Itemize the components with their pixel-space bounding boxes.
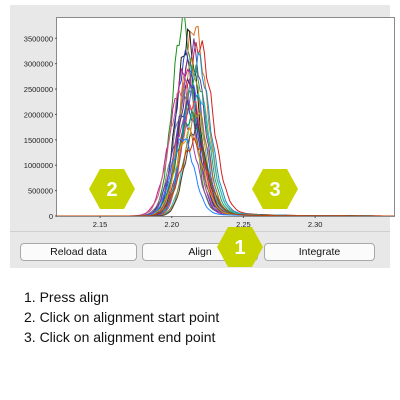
y-tick-label: 3500000 (24, 34, 53, 43)
callout-1: 1 (217, 227, 263, 267)
callout-2: 2 (89, 169, 135, 209)
x-tick-label: 2.15 (93, 220, 108, 229)
x-tick-label: 2.30 (308, 220, 323, 229)
series-line (57, 135, 394, 216)
plot-panel (10, 5, 395, 268)
y-tick-label: 3000000 (24, 60, 53, 69)
y-tick-label: 2000000 (24, 110, 53, 119)
callout-1-hexagon (217, 227, 263, 267)
chromatogram-chart[interactable] (57, 18, 394, 216)
axis-labels: 0 500000 1000000 1500000 2000000 2500000 30000… (24, 34, 323, 229)
x-tick-label: 2.25 (236, 220, 251, 229)
reload-data-button[interactable]: Reload data (20, 243, 137, 261)
y-tick-label: 0 (49, 212, 53, 221)
callout-1-number: 1 (234, 237, 245, 259)
callout-3-hexagon (252, 169, 298, 209)
y-tick-label: 1500000 (24, 136, 53, 145)
instruction-3: 3. Click on alignment end point (24, 329, 216, 345)
integrate-button[interactable]: Integrate (264, 243, 375, 261)
y-tick-label: 500000 (28, 187, 53, 196)
callout-2-hexagon (89, 169, 135, 209)
instruction-1: 1. Press align (24, 289, 109, 305)
x-tick-label: 2.20 (164, 220, 179, 229)
callout-3: 3 (252, 169, 298, 209)
callout-2-number: 2 (106, 179, 117, 201)
callout-3-number: 3 (269, 179, 280, 201)
instruction-2: 2. Click on alignment start point (24, 309, 220, 325)
y-tick-label: 2500000 (24, 85, 53, 94)
y-tick-label: 1000000 (24, 161, 53, 170)
chromatogram-plot[interactable] (56, 17, 395, 217)
instructions: 1. Press align 2. Click on alignment sta… (24, 287, 219, 347)
